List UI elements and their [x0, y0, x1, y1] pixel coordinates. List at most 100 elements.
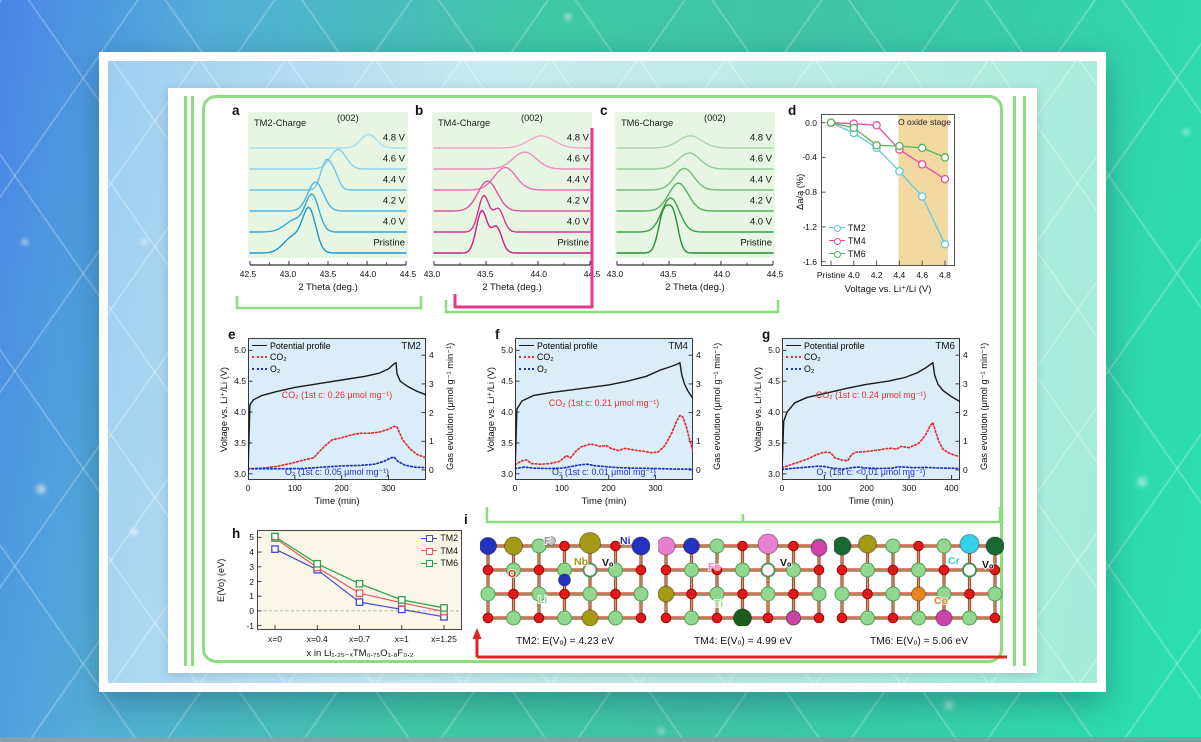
- sample-tag-e: TM2: [401, 341, 421, 352]
- o2-note-e: O₂ (1st c: 0.05 μmol mg⁻¹): [285, 467, 389, 477]
- tick-label: x=0.4: [306, 634, 328, 644]
- tick-label: 4.0 V: [749, 216, 772, 228]
- tick-label: 4.0 V: [566, 216, 589, 228]
- evo-plot: [257, 530, 462, 630]
- o2-line-icon: [252, 367, 267, 370]
- x-ticks-e: 0 100 200 300: [246, 483, 426, 494]
- tick-label: 4.0: [847, 270, 860, 280]
- tick-label: 1: [249, 591, 254, 602]
- xrd-plot-a: TM2-Charge (002) 4.8 V 4.6 V 4.4 V 4.2 V 4.0…: [248, 112, 408, 266]
- legend-label: TM6: [440, 558, 458, 569]
- tick-label: Pristine: [557, 237, 589, 249]
- legend-f: Potential profile CO₂ O₂: [519, 340, 598, 375]
- panel-d: d Δa/a (%) 0.0 -0.4 -0.8 -1.2 -1.6 O oxide s…: [781, 102, 1001, 317]
- tick-label: 2: [963, 407, 968, 418]
- tick-label: 4.0: [234, 407, 246, 418]
- x-label-a: 2 Theta (deg.): [298, 282, 358, 293]
- panel-letter-a: a: [232, 103, 240, 118]
- gas-plot-area-f: Potential profile CO₂ O₂ TM4 CO₂ (1st c:…: [515, 338, 693, 480]
- tick-label: 0: [779, 483, 785, 493]
- co2-note-g: CO₂ (1st c: 0.24 μmol mg⁻¹): [815, 390, 927, 400]
- tick-label: 4.4: [893, 270, 906, 280]
- caption-tm4: TM4: E(Vₒ) = 4.99 eV: [693, 636, 793, 647]
- svg-text:O: O: [508, 568, 516, 580]
- tm2-marker-icon: [829, 223, 845, 232]
- structure-tm2-drawing: F Ni Nb O Li Vₒ: [479, 532, 651, 627]
- legend-item-tm2: TM2: [829, 221, 866, 234]
- tick-label: 3.5: [234, 437, 246, 448]
- structure-tm6: Cr Vₒ Co: [832, 532, 1005, 627]
- legend-label: TM4: [848, 235, 866, 246]
- tick-label: 2: [429, 407, 434, 418]
- tick-label: -0.4: [802, 152, 817, 163]
- x-ticks-c: 43.0 43.5 44.0 44.5: [607, 269, 784, 280]
- tick-label: 300: [901, 483, 917, 493]
- panel-letter-e: e: [228, 327, 236, 342]
- tick-label: 3.5: [768, 437, 780, 448]
- tick-label: 4.5: [768, 376, 780, 387]
- tick-label: 4.6: [916, 270, 929, 280]
- o2-line-icon: [786, 367, 801, 370]
- xrd-plot-b: TM4-Charge (002) 4.8 V 4.6 V 4.4 V 4.2 V 4.0…: [432, 112, 592, 266]
- tick-label: 2: [696, 407, 701, 418]
- panel-letter-b: b: [415, 103, 424, 118]
- o2-note-g: O₂ (1st c: <0.01 μmol mg⁻¹): [816, 467, 926, 477]
- tick-label: 200: [601, 483, 616, 493]
- legend-label: O₂: [804, 363, 815, 374]
- co2-note-f: CO₂ (1st c: 0.21 μmol mg⁻¹): [548, 398, 660, 408]
- y-label-left-g: Voltage vs. Li⁺/Li (V): [753, 366, 763, 452]
- svg-text:Ni: Ni: [620, 535, 631, 547]
- tick-label: 4.4 V: [382, 174, 405, 186]
- legend-h: TM2 TM4 TM6: [421, 532, 458, 570]
- frame-rounded-border: [202, 95, 1003, 663]
- y-label-right-f: Gas evolution (μmol g⁻¹ min⁻¹): [712, 342, 722, 470]
- xrd-curves-c: [616, 135, 774, 266]
- tick-label: x=0.7: [348, 634, 371, 644]
- tick-label: 44.0: [359, 269, 377, 279]
- tick-label: 4.2 V: [382, 195, 405, 207]
- legend-item-co2: CO₂: [786, 352, 865, 364]
- tick-label: 4.5: [234, 376, 246, 387]
- y-ticks-h: 5 4 3 2 1 0 -1: [232, 530, 254, 630]
- tick-label: -1.2: [802, 221, 817, 232]
- y-label-right-g: Gas evolution (μmol g⁻¹ min⁻¹): [979, 342, 989, 470]
- legend-label: Potential profile: [804, 340, 865, 351]
- tick-label: 5.0: [768, 345, 780, 356]
- gas-plot-area-e: Potential profile CO₂ O₂ TM2 CO₂ (1st c:…: [248, 338, 426, 480]
- evo-plot-area: TM2 TM4 TM6: [257, 530, 462, 630]
- legend-label: CO₂: [537, 352, 554, 363]
- panel-letter-c: c: [600, 103, 608, 118]
- tick-label: 1: [963, 436, 968, 447]
- co2-line-icon: [252, 356, 267, 359]
- tick-label: 4: [249, 547, 254, 558]
- tick-label: 44.0: [530, 269, 547, 279]
- tick-label: 4.0 V: [382, 216, 405, 228]
- tick-label: -1.6: [802, 256, 817, 267]
- tick-label: 5.0: [234, 345, 246, 356]
- tm6-square-marker-icon: [421, 559, 438, 568]
- slide-sparkle-dots: [108, 61, 110, 63]
- caption-tm2: TM2: E(Vₒ) = 4.23 eV: [515, 636, 615, 647]
- tick-label: 5: [249, 532, 254, 543]
- tm4-marker-icon: [829, 236, 845, 245]
- xrd-title-b: TM4-Charge: [438, 118, 491, 128]
- legend-item-tm2: TM2: [421, 532, 458, 545]
- svg-text:Ti: Ti: [714, 598, 723, 610]
- co2-note-e: CO₂ (1st c: 0.26 μmol mg⁻¹): [281, 390, 393, 400]
- tick-label: 3: [429, 378, 434, 389]
- svg-text:Fe: Fe: [708, 561, 720, 573]
- svg-text:Co: Co: [934, 595, 948, 607]
- tick-label: 100: [817, 483, 832, 493]
- tick-label: 4: [963, 350, 968, 361]
- svg-text:Cr: Cr: [948, 555, 960, 567]
- x-ticks-b: 43.0 43.5 44.0 44.5: [424, 269, 601, 280]
- potential-line-icon: [252, 345, 267, 347]
- x-label-h: x in Li₁.₂₅₋ₓTM₀.₇₅O₁.₈F₀.₂: [306, 648, 414, 659]
- tick-label: 4.8 V: [749, 132, 772, 144]
- svg-text:Li: Li: [538, 594, 547, 606]
- y-label-right-e: Gas evolution (μmol g⁻¹ min⁻¹): [445, 342, 455, 470]
- panel-g: g Voltage vs. Li⁺/Li (V) 5.0 4.5 4.0 3.5 3.0…: [752, 328, 1012, 518]
- tick-label: x=1: [394, 634, 409, 644]
- x-ticks-f: 0 100 200 300: [513, 483, 693, 494]
- x-label-e: Time (min): [314, 496, 360, 507]
